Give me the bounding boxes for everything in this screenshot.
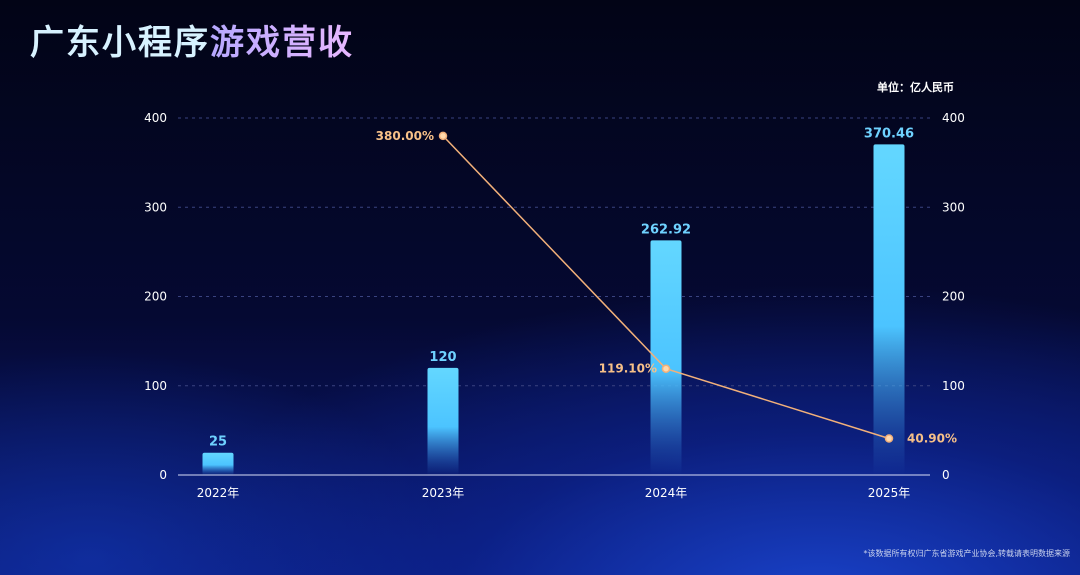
chart-title-part2: 游戏营收 — [210, 23, 354, 63]
right-tick-label: 0 — [942, 468, 950, 482]
right-tick-label: 100 — [942, 379, 965, 393]
bar — [427, 367, 459, 475]
footnote: *该数据所有权归广东省游戏产业协会,转载请表明数据来源 — [863, 549, 1070, 558]
left-tick-label: 200 — [144, 290, 167, 304]
chart-title-part1: 广东小程序 — [30, 23, 210, 63]
chart-title: 广东小程序游戏营收 — [30, 18, 354, 68]
left-tick-label: 400 — [144, 111, 167, 125]
bar-value-label: 262.92 — [641, 222, 691, 237]
category-label: 2025年 — [868, 486, 911, 500]
category-label: 2022年 — [197, 486, 240, 500]
bar-value-label: 120 — [429, 350, 456, 365]
bar — [873, 144, 905, 476]
line-value-label: 380.00% — [376, 129, 434, 143]
right-tick-label: 400 — [942, 111, 965, 125]
bars-layer: 25 120 262.92 370.46 — [202, 126, 914, 476]
category-label: 2024年 — [645, 486, 688, 500]
right-axis: 0 100 200 300 400 — [942, 111, 965, 482]
bar — [650, 240, 682, 475]
grid-layer — [178, 117, 930, 476]
line-point — [438, 131, 448, 141]
bar — [202, 452, 234, 475]
left-tick-label: 300 — [144, 200, 167, 214]
line-point — [884, 434, 894, 443]
left-axis: 0 100 200 300 400 — [144, 111, 167, 482]
unit-label: 单位：亿人民币 — [877, 81, 954, 94]
line-layer: 380.00% 119.10% 40.90% — [376, 129, 957, 446]
bar-value-label: 370.46 — [864, 126, 914, 141]
line-point — [661, 364, 671, 373]
left-tick-label: 0 — [159, 468, 167, 482]
category-axis: 2022年 2023年 2024年 2025年 — [197, 486, 911, 500]
line-value-label: 40.90% — [907, 431, 957, 445]
left-tick-label: 100 — [144, 379, 167, 393]
category-label: 2023年 — [422, 486, 465, 500]
bar-value-label: 25 — [209, 435, 227, 450]
right-tick-label: 300 — [942, 200, 965, 214]
right-tick-label: 200 — [942, 290, 965, 304]
line-value-label: 119.10% — [599, 362, 657, 376]
